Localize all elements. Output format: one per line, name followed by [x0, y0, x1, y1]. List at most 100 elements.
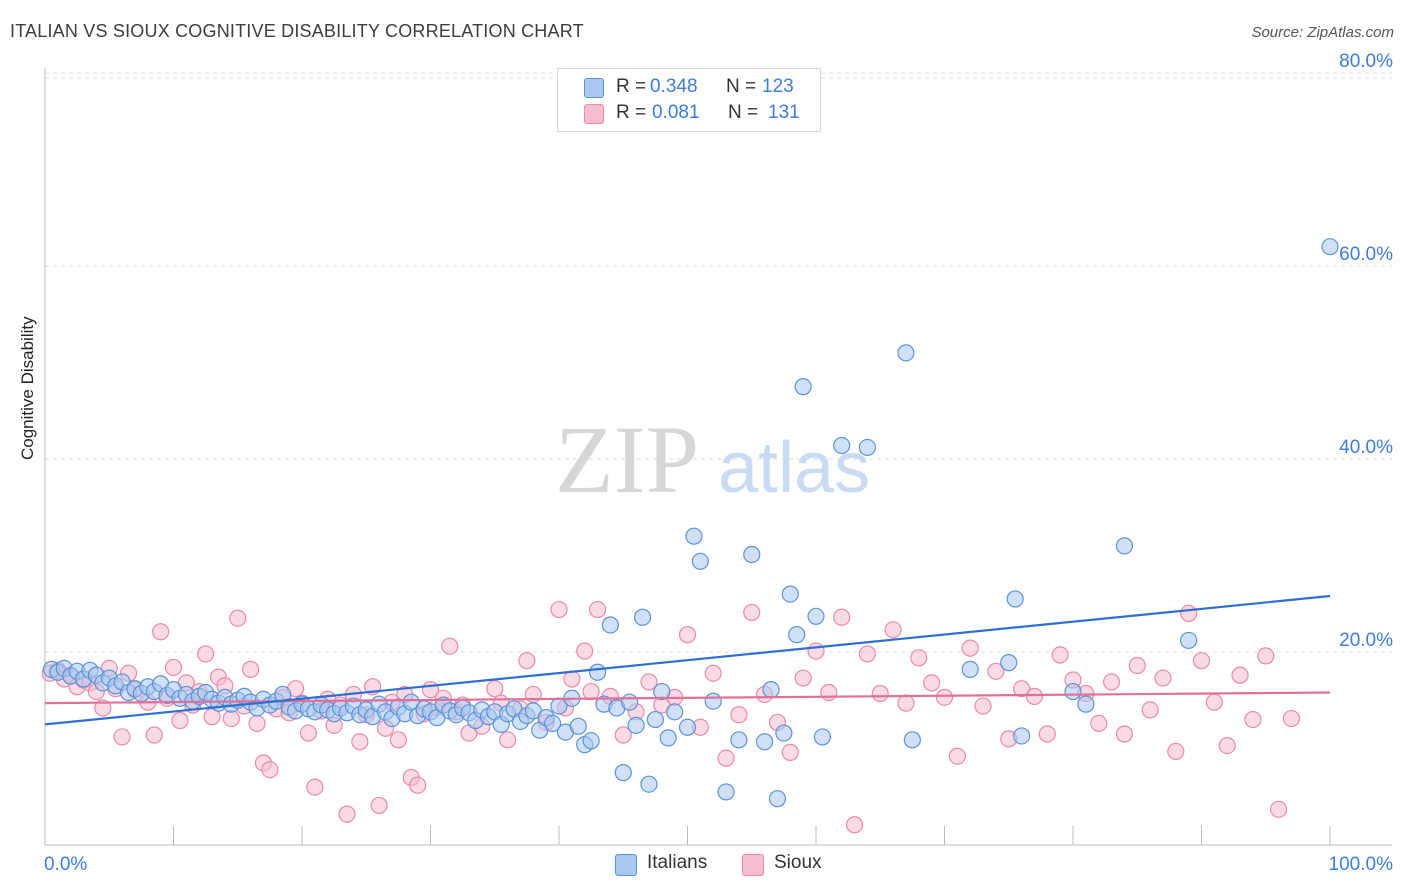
- legend-n-label: N =: [726, 76, 757, 97]
- sioux-point: [1154, 669, 1172, 687]
- sioux-point: [1218, 737, 1236, 755]
- italians-point: [1321, 238, 1339, 256]
- sioux-point: [897, 694, 915, 712]
- watermark-zip: ZIP: [555, 406, 699, 513]
- sioux-point: [152, 623, 170, 641]
- sioux-point: [1192, 652, 1211, 670]
- sioux-point: [486, 680, 504, 698]
- sioux-point: [717, 749, 735, 767]
- legend-r-value: 0.348: [650, 76, 698, 97]
- sioux-point: [409, 776, 427, 794]
- sioux-point: [1269, 800, 1288, 818]
- italians-point: [1012, 727, 1031, 745]
- sioux-point: [338, 805, 356, 823]
- sioux-point: [229, 609, 247, 627]
- italians-point: [691, 552, 709, 570]
- sioux-point: [550, 600, 568, 619]
- sioux-point: [974, 697, 992, 715]
- sioux-point: [197, 645, 215, 663]
- sioux-point: [1115, 725, 1134, 743]
- sioux-point: [935, 688, 954, 706]
- sioux-point: [845, 816, 864, 834]
- italians-point: [833, 436, 851, 455]
- italians-point: [678, 718, 697, 736]
- sioux-point: [794, 669, 812, 687]
- italians-legend-label: Italians: [647, 852, 708, 873]
- italians-legend-swatch: [615, 854, 637, 876]
- italians-points: [42, 238, 1339, 808]
- legend-n-value: 131: [768, 102, 800, 123]
- trend-lines: [44, 594, 1331, 726]
- sioux-point: [614, 726, 632, 744]
- sioux-point: [1257, 647, 1275, 665]
- sioux-point: [923, 674, 941, 692]
- sioux-point: [576, 642, 594, 660]
- italians-point: [666, 703, 684, 721]
- sioux-point: [948, 747, 966, 765]
- italians-point: [768, 790, 787, 808]
- italians-point: [614, 764, 632, 782]
- y-tick-label: 40.0%: [1339, 437, 1393, 458]
- italians-point: [633, 608, 652, 626]
- axes: [44, 68, 1392, 846]
- sioux-point: [1282, 709, 1301, 728]
- italians-trend-line: [44, 594, 1331, 726]
- italians-point: [807, 607, 825, 625]
- sioux-point: [164, 658, 183, 677]
- sioux-point: [248, 714, 266, 733]
- sioux-point: [961, 639, 979, 657]
- sioux-point: [351, 733, 369, 751]
- y-tick-label: 80.0%: [1339, 51, 1393, 72]
- italians-point: [1180, 631, 1198, 650]
- sioux-point: [1051, 646, 1069, 664]
- italians-point: [582, 732, 600, 750]
- sioux-point: [1102, 673, 1121, 691]
- sioux-point: [242, 660, 260, 678]
- sioux-point: [1090, 714, 1108, 733]
- italians-point: [813, 728, 832, 746]
- sioux-point: [1038, 725, 1056, 743]
- sioux-point: [261, 761, 279, 779]
- sioux-point: [1012, 680, 1031, 698]
- x-tick-label: 0.0%: [44, 854, 87, 875]
- sioux-point: [743, 603, 761, 622]
- sioux-point: [704, 664, 722, 682]
- x-tick-label: 100.0%: [1329, 854, 1394, 875]
- legend-row-italians: R = 0.348 N = 123: [558, 76, 820, 100]
- sioux-point: [299, 724, 318, 742]
- italians-point: [1006, 590, 1024, 608]
- italians-swatch: [584, 78, 604, 98]
- sioux-point: [588, 600, 607, 619]
- italians-point: [659, 729, 677, 747]
- sioux-point: [884, 621, 902, 639]
- italians-point: [1064, 682, 1082, 701]
- italians-point: [903, 731, 921, 749]
- y-tick-label: 60.0%: [1339, 244, 1393, 265]
- italians-point: [743, 545, 761, 564]
- italians-point: [775, 724, 793, 742]
- sioux-point: [1025, 687, 1044, 705]
- sioux-point: [820, 683, 838, 702]
- sioux-legend-label: Sioux: [774, 852, 822, 873]
- italians-point: [601, 616, 620, 634]
- legend-r-label: R =: [616, 76, 647, 97]
- sioux-point: [563, 670, 581, 688]
- italians-point: [961, 660, 979, 678]
- legend-row-sioux: R = 0.081 N = 131: [558, 102, 820, 126]
- italians-point: [788, 626, 806, 644]
- italians-point: [1077, 695, 1095, 713]
- stats-legend: R = 0.348 N = 123 R = 0.081 N = 131: [557, 68, 821, 132]
- sioux-point: [94, 699, 112, 717]
- tick-labels: 20.0% 40.0% 60.0% 80.0% 0.0% 100.0%: [44, 51, 1393, 875]
- sioux-trend-line: [44, 691, 1331, 705]
- sioux-point: [1205, 693, 1223, 711]
- italians-point: [1115, 537, 1134, 555]
- sioux-point: [306, 778, 324, 796]
- chart-title: ITALIAN VS SIOUX COGNITIVE DISABILITY CO…: [10, 21, 584, 41]
- italians-point: [704, 692, 722, 710]
- sioux-point: [1128, 656, 1146, 675]
- italians-point: [781, 585, 799, 603]
- italians-point: [730, 731, 748, 749]
- sioux-point: [807, 642, 825, 660]
- sioux-point: [370, 796, 388, 815]
